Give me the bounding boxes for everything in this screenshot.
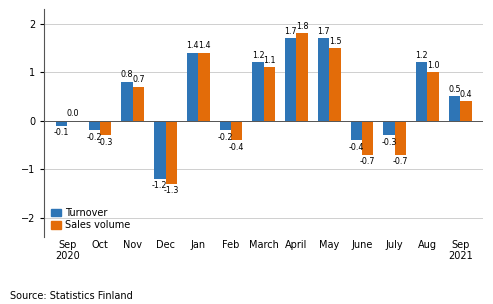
Bar xyxy=(296,33,308,121)
Text: -1.2: -1.2 xyxy=(152,181,168,190)
Text: -0.3: -0.3 xyxy=(381,138,397,147)
Text: -0.2: -0.2 xyxy=(217,133,233,142)
Bar xyxy=(166,121,177,184)
Text: Source: Statistics Finland: Source: Statistics Finland xyxy=(10,291,133,301)
Bar xyxy=(416,63,427,121)
Text: 0.8: 0.8 xyxy=(121,71,133,79)
Bar xyxy=(395,121,406,155)
Bar xyxy=(318,38,329,121)
Text: 0.0: 0.0 xyxy=(67,109,79,118)
Bar xyxy=(427,72,439,121)
Text: 1.4: 1.4 xyxy=(186,41,199,50)
Text: 1.7: 1.7 xyxy=(284,27,297,36)
Bar xyxy=(121,82,133,121)
Bar xyxy=(285,38,296,121)
Bar xyxy=(383,121,395,135)
Text: -0.7: -0.7 xyxy=(393,157,408,166)
Text: -0.1: -0.1 xyxy=(54,128,69,137)
Bar xyxy=(449,96,460,121)
Text: 1.5: 1.5 xyxy=(329,36,341,46)
Bar xyxy=(133,87,144,121)
Bar xyxy=(100,121,111,135)
Text: 0.7: 0.7 xyxy=(132,75,145,84)
Text: -0.4: -0.4 xyxy=(349,143,364,151)
Bar xyxy=(198,53,210,121)
Text: 1.8: 1.8 xyxy=(296,22,309,31)
Bar xyxy=(460,101,472,121)
Text: 1.2: 1.2 xyxy=(416,51,428,60)
Text: 1.2: 1.2 xyxy=(252,51,264,60)
Text: -0.7: -0.7 xyxy=(360,157,376,166)
Text: 1.7: 1.7 xyxy=(317,27,330,36)
Bar xyxy=(56,121,67,126)
Text: 0.4: 0.4 xyxy=(459,90,472,99)
Bar xyxy=(351,121,362,140)
Bar xyxy=(231,121,243,140)
Bar xyxy=(264,67,275,121)
Text: 1.4: 1.4 xyxy=(198,41,210,50)
Bar xyxy=(219,121,231,130)
Bar xyxy=(187,53,198,121)
Text: -0.2: -0.2 xyxy=(87,133,102,142)
Text: 1.0: 1.0 xyxy=(427,61,439,70)
Bar xyxy=(154,121,166,179)
Text: 1.1: 1.1 xyxy=(263,56,276,65)
Bar xyxy=(89,121,100,130)
Text: -1.3: -1.3 xyxy=(164,186,179,195)
Bar xyxy=(252,63,264,121)
Text: -0.4: -0.4 xyxy=(229,143,245,151)
Legend: Turnover, Sales volume: Turnover, Sales volume xyxy=(49,206,132,232)
Text: 0.5: 0.5 xyxy=(448,85,461,94)
Text: -0.3: -0.3 xyxy=(98,138,113,147)
Bar xyxy=(362,121,374,155)
Bar xyxy=(329,48,341,121)
